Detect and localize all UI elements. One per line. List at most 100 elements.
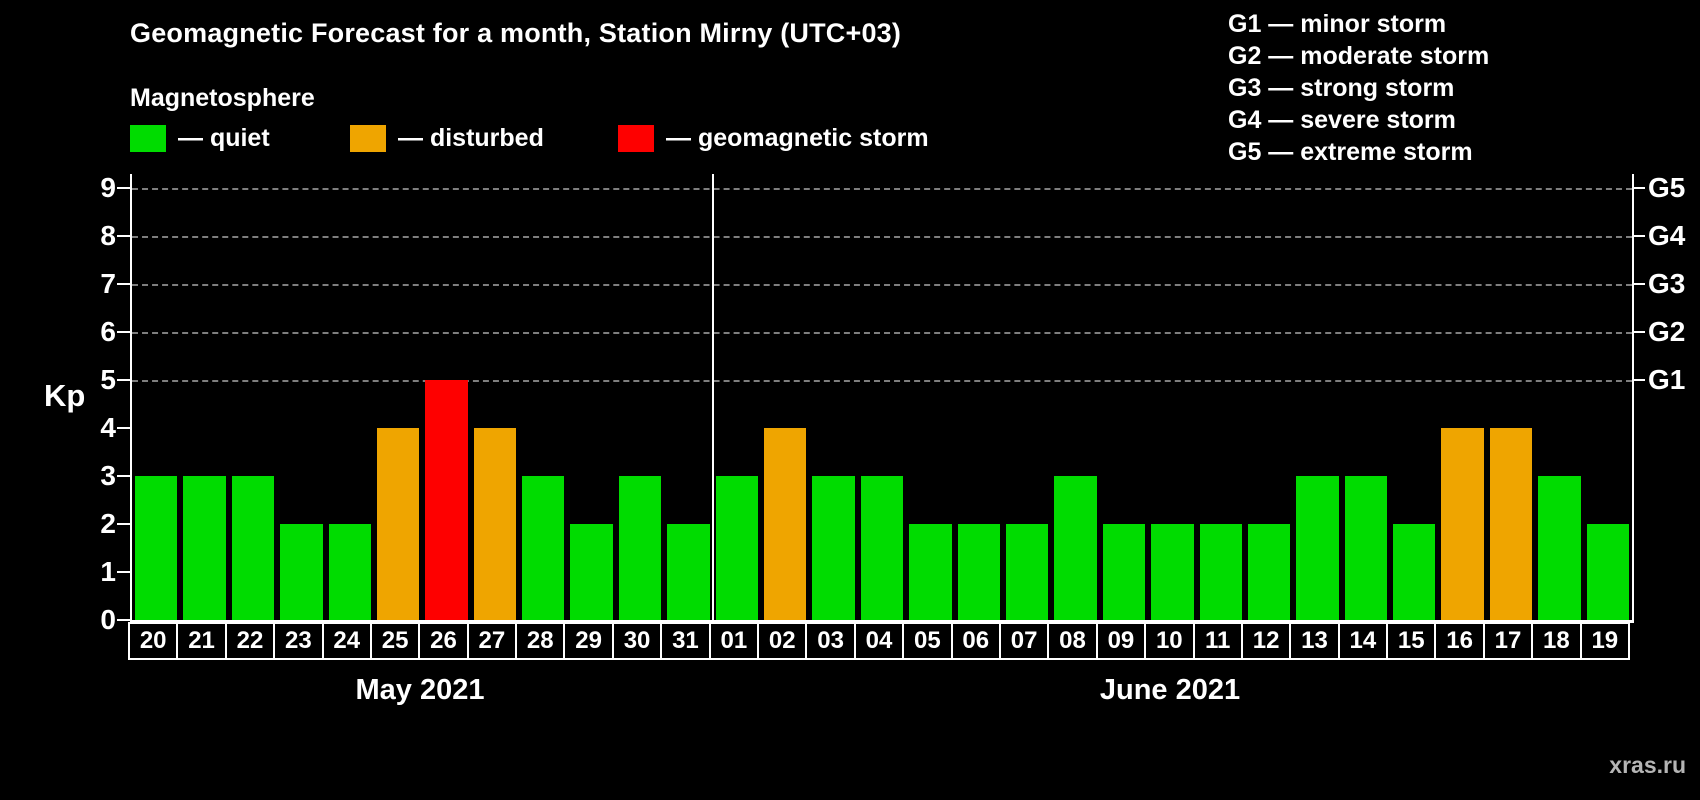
y-tick-5 <box>117 379 130 381</box>
day-label-may-31: 31 <box>660 622 711 660</box>
g-tick-g1 <box>1632 379 1645 381</box>
day-label-may-20: 20 <box>128 622 179 660</box>
gridline-kp-6 <box>132 332 1632 334</box>
y-axis-tick-labels: 0 1 2 3 4 5 6 7 8 9 <box>0 172 116 635</box>
day-label-may-28: 28 <box>515 622 566 660</box>
legend-item-disturbed: — disturbed <box>350 124 544 153</box>
g-scale-line-4: G4 — severe storm <box>1228 106 1456 134</box>
day-label-june-18: 18 <box>1531 622 1582 660</box>
y-tick-4 <box>117 427 130 429</box>
kp-bar-may-24 <box>328 524 371 620</box>
kp-bar-june-05 <box>909 524 952 620</box>
day-label-may-25: 25 <box>369 622 421 660</box>
g-tick-label-g5: G5 <box>1648 172 1686 203</box>
g-tick-g5 <box>1632 187 1645 189</box>
kp-bar-may-26 <box>425 380 468 620</box>
legend-label-storm: — geomagnetic storm <box>666 124 929 152</box>
y-tick-8 <box>117 235 130 237</box>
kp-bar-june-03 <box>812 476 855 620</box>
kp-bar-may-25 <box>376 428 420 620</box>
y-tick-label-7: 7 <box>100 268 116 299</box>
day-label-june-13: 13 <box>1289 622 1340 660</box>
g-tick-label-g2: G2 <box>1648 316 1686 347</box>
month-label-june: June 2021 <box>1099 674 1241 706</box>
kp-bar-june-10 <box>1151 524 1194 620</box>
kp-bar-may-21 <box>183 476 226 620</box>
kp-bar-june-11 <box>1199 524 1242 620</box>
gridline-kp-8 <box>132 236 1632 238</box>
kp-bar-june-19 <box>1586 524 1629 620</box>
day-label-may-24: 24 <box>321 622 372 660</box>
kp-bar-june-16 <box>1441 428 1484 620</box>
y-tick-label-5: 5 <box>100 364 116 395</box>
y-tick-7 <box>117 283 130 285</box>
g-scale-line-5: G5 — extreme storm <box>1228 138 1473 166</box>
legend-label-quiet: — quiet <box>178 124 270 152</box>
day-label-june-15: 15 <box>1386 622 1437 660</box>
kp-bar-june-02 <box>764 428 807 620</box>
kp-bar-june-12 <box>1247 524 1291 620</box>
day-label-may-26: 26 <box>418 622 469 660</box>
legend-item-quiet: — quiet <box>130 124 270 153</box>
gridline-kp-7 <box>132 284 1632 286</box>
legend-swatch-storm <box>618 125 654 152</box>
kp-bar-may-29 <box>570 524 613 620</box>
g-tick-label-g1: G1 <box>1648 364 1686 395</box>
day-label-june-12: 12 <box>1240 622 1292 660</box>
day-label-may-27: 27 <box>466 622 518 660</box>
day-label-june-09: 09 <box>1095 622 1147 660</box>
legend-label-disturbed: — disturbed <box>398 124 544 152</box>
g-tick-g4 <box>1632 235 1645 237</box>
y-tick-label-4: 4 <box>100 412 116 443</box>
g-scale-line-1: G1 — minor storm <box>1228 10 1447 38</box>
day-label-may-30: 30 <box>611 622 663 660</box>
y-tick-label-1: 1 <box>100 556 116 587</box>
y-tick-label-9: 9 <box>100 172 116 203</box>
g-tick-label-g4: G4 <box>1648 220 1686 251</box>
kp-bar-may-27 <box>473 428 517 620</box>
day-label-june-01: 01 <box>708 622 760 660</box>
day-label-may-21: 21 <box>176 622 227 660</box>
day-label-june-03: 03 <box>805 622 856 660</box>
day-label-june-06: 06 <box>950 622 1001 660</box>
day-label-june-04: 04 <box>853 622 905 660</box>
day-label-june-08: 08 <box>1047 622 1098 660</box>
day-label-june-02: 02 <box>757 622 808 660</box>
y-tick-label-2: 2 <box>100 508 116 539</box>
day-label-may-23: 23 <box>273 622 324 660</box>
g-scale-legend: G1 — minor storm G2 — moderate storm G3 — … <box>1228 8 1489 168</box>
legend-swatch-quiet <box>130 125 166 152</box>
x-axis-day-labels: 20 21 22 23 24 25 26 27 28 29 30 31 01 02 03 04 05 06 07 08… <box>128 622 1636 660</box>
month-label-may: May 2021 <box>355 674 485 706</box>
kp-bar-june-17 <box>1489 428 1533 620</box>
legend-swatch-disturbed <box>350 125 386 152</box>
month-separator-line <box>711 174 714 620</box>
y-tick-6 <box>117 331 130 333</box>
gridline-kp-9 <box>132 188 1632 190</box>
kp-bar-june-01 <box>715 476 759 620</box>
g-tick-label-g3: G3 <box>1648 268 1686 299</box>
kp-bar-may-31 <box>667 524 710 620</box>
day-label-june-10: 10 <box>1144 622 1195 660</box>
magnetosphere-legend: — quiet — disturbed — geomagnetic storm <box>130 124 1030 154</box>
gridline-kp-5 <box>132 380 1632 382</box>
y-tick-label-8: 8 <box>100 220 116 251</box>
kp-bar-june-06 <box>957 524 1000 620</box>
kp-bar-chart-plot-area <box>130 174 1634 623</box>
y-axis-label: Kp <box>44 378 86 413</box>
kp-bar-june-18 <box>1538 476 1581 620</box>
kp-bar-june-14 <box>1344 476 1388 620</box>
kp-bar-june-09 <box>1102 524 1146 620</box>
chart-title: Geomagnetic Forecast for a month, Statio… <box>130 18 902 48</box>
kp-bar-may-28 <box>522 476 565 620</box>
day-label-june-17: 17 <box>1482 622 1534 660</box>
y-tick-3 <box>117 475 130 477</box>
y-axis-ticks-right <box>1632 174 1645 620</box>
magnetosphere-legend-heading: Magnetosphere <box>130 84 315 112</box>
g-scale-line-2: G2 — moderate storm <box>1228 42 1490 70</box>
kp-bar-june-08 <box>1054 476 1097 620</box>
y-axis-ticks-left <box>117 174 130 621</box>
g-scale-line-3: G3 — strong storm <box>1228 74 1455 102</box>
day-label-june-14: 14 <box>1337 622 1389 660</box>
